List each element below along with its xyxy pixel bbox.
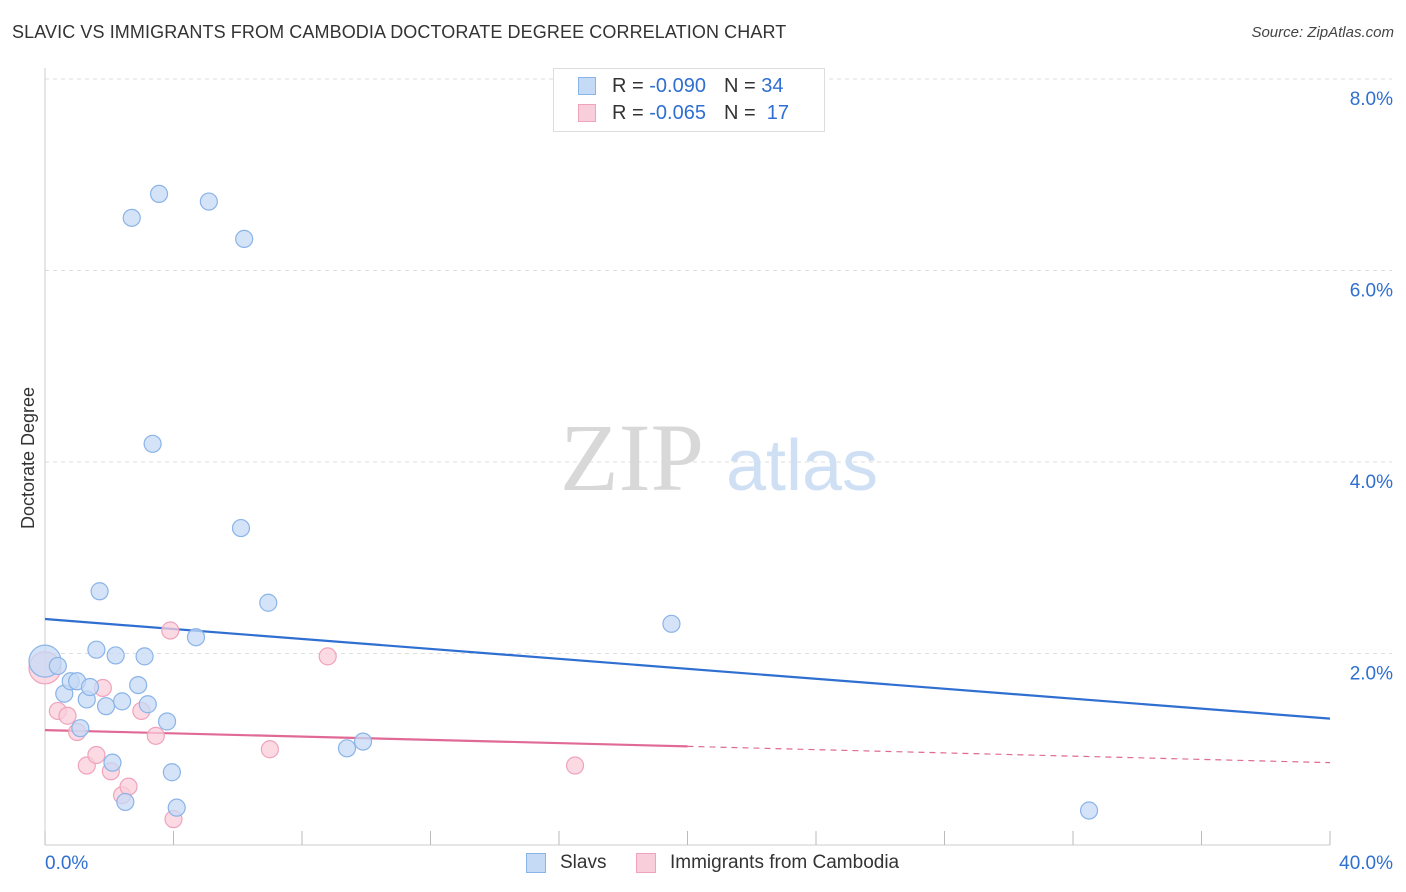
slavs-point [662, 614, 681, 633]
slavs-point [353, 732, 373, 751]
watermark-atlas: atlas [726, 426, 878, 506]
slavs-point [103, 753, 122, 772]
cambodia-point [318, 647, 337, 666]
slavs-legend-swatch [526, 853, 546, 873]
slavs-point [80, 677, 100, 697]
y-tick-label: 8.0% [1350, 89, 1393, 110]
cambodia-point [58, 706, 77, 725]
data-points [28, 184, 1099, 829]
cambodia-r-value: -0.065 [649, 101, 706, 124]
slavs-point [1079, 801, 1099, 820]
cambodia-swatch [578, 104, 596, 122]
slavs-swatch [578, 77, 596, 95]
slavs-point [112, 692, 132, 711]
slavs-point [235, 229, 254, 249]
y-tick-label: 4.0% [1350, 472, 1393, 493]
slavs-point [259, 593, 278, 612]
x-tick-label: 0.0% [45, 853, 88, 874]
y-tick-label: 2.0% [1350, 664, 1393, 685]
tick-labels: 2.0% 4.0% 6.0% 8.0% 0.0% 40.0% [45, 89, 1393, 874]
legend-row-slavs: R = -0.090 N = 34 [578, 74, 783, 98]
slavs-point [162, 763, 181, 782]
cambodia-legend-swatch [636, 853, 656, 873]
slavs-point [149, 184, 169, 203]
axes [44, 68, 1331, 846]
slavs-point [106, 646, 125, 665]
slavs-point [48, 656, 67, 676]
cambodia-point [146, 726, 165, 745]
watermark-zip: ZIP [560, 404, 704, 511]
slavs-point [129, 675, 148, 695]
slavs-r-value: -0.090 [649, 74, 706, 97]
cambodia-trend-dashed [687, 745, 1331, 764]
slavs-point [337, 739, 357, 758]
stats-legend: R = -0.090 N = 34 R = -0.065 N = 17 [553, 68, 825, 132]
slavs-point [122, 208, 141, 227]
cambodia-point [119, 777, 138, 796]
slavs-trend-line [44, 617, 1331, 720]
slavs-n-label: N = [723, 74, 756, 97]
cambodia-n-value: 17 [766, 101, 790, 124]
y-axis-label: Doctorate Degree [18, 387, 38, 529]
slavs-point [90, 582, 109, 601]
slavs-point [87, 640, 106, 659]
bottom-legend-slavs[interactable]: Slavs [526, 852, 606, 874]
cambodia-point [161, 621, 180, 640]
legend-row-cambodia: R = -0.065 N = 17 [578, 101, 789, 125]
y-tick-label: 6.0% [1350, 281, 1393, 302]
cambodia-point [565, 756, 585, 775]
source-label: Source: ZipAtlas.com [1251, 24, 1394, 41]
slavs-point [199, 192, 218, 211]
slavs-n-value: 34 [761, 74, 784, 97]
slavs-point [167, 798, 186, 817]
slavs-point [116, 792, 135, 812]
watermark: ZIP atlas [560, 404, 878, 511]
grid-lines [45, 78, 1392, 654]
chart-title: SLAVIC VS IMMIGRANTS FROM CAMBODIA DOCTO… [12, 22, 787, 42]
bottom-legend-cambodia[interactable]: Immigrants from Cambodia [636, 852, 899, 874]
slavs-point [71, 719, 90, 738]
slavs-r-label: R = [612, 74, 644, 97]
slavs-point [157, 712, 177, 731]
cambodia-r-label: R = [612, 101, 644, 124]
trend-lines [44, 617, 1331, 764]
slavs-point [143, 434, 162, 453]
cambodia-point [87, 745, 106, 765]
slavs-point [231, 518, 251, 538]
cambodia-legend-label: Immigrants from Cambodia [670, 852, 900, 873]
slavs-point [96, 697, 116, 716]
cambodia-n-label: N = [723, 101, 756, 124]
cambodia-point [260, 740, 279, 759]
slavs-point [138, 695, 157, 714]
slavs-point [135, 647, 154, 666]
slavs-legend-label: Slavs [560, 852, 607, 873]
x-tick-label: 40.0% [1339, 853, 1393, 874]
slavs-point [186, 628, 206, 647]
